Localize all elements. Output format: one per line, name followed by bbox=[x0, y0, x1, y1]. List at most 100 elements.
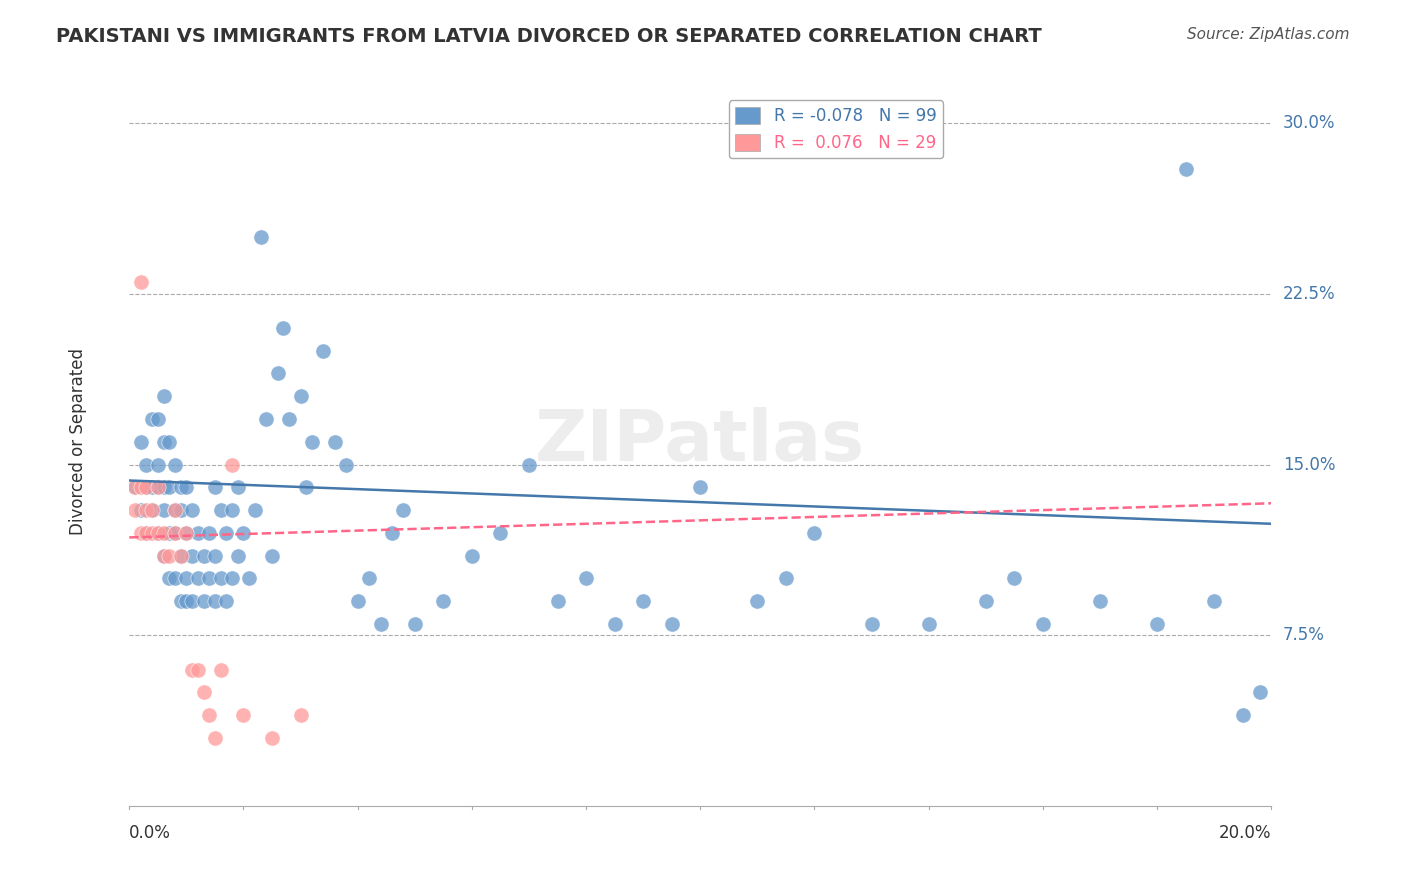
Point bbox=[215, 525, 238, 540]
Point bbox=[221, 503, 243, 517]
Point bbox=[152, 503, 174, 517]
Point bbox=[1146, 617, 1168, 632]
Point bbox=[193, 685, 215, 699]
Point bbox=[163, 525, 186, 540]
Point bbox=[141, 480, 163, 494]
Point bbox=[152, 434, 174, 449]
Point bbox=[370, 617, 392, 632]
Point bbox=[775, 571, 797, 585]
Legend: R = -0.078   N = 99, R =  0.076   N = 29: R = -0.078 N = 99, R = 0.076 N = 29 bbox=[728, 100, 943, 159]
Point bbox=[461, 549, 484, 563]
Point bbox=[146, 458, 169, 472]
Point bbox=[198, 708, 221, 723]
Point bbox=[146, 412, 169, 426]
Point bbox=[169, 480, 191, 494]
Point bbox=[157, 480, 180, 494]
Point bbox=[260, 731, 283, 745]
Point bbox=[290, 708, 312, 723]
Point bbox=[860, 617, 883, 632]
Point bbox=[226, 480, 249, 494]
Point bbox=[124, 480, 146, 494]
Point bbox=[301, 434, 323, 449]
Point bbox=[747, 594, 769, 608]
Point bbox=[1249, 685, 1271, 699]
Point bbox=[129, 525, 152, 540]
Point bbox=[1204, 594, 1226, 608]
Text: 20.0%: 20.0% bbox=[1219, 824, 1271, 842]
Point bbox=[129, 276, 152, 290]
Text: Source: ZipAtlas.com: Source: ZipAtlas.com bbox=[1187, 27, 1350, 42]
Point bbox=[124, 480, 146, 494]
Point bbox=[198, 571, 221, 585]
Point bbox=[517, 458, 540, 472]
Point bbox=[603, 617, 626, 632]
Point bbox=[278, 412, 301, 426]
Point bbox=[176, 525, 198, 540]
Point bbox=[803, 525, 825, 540]
Text: Divorced or Separated: Divorced or Separated bbox=[69, 348, 87, 535]
Point bbox=[169, 503, 191, 517]
Point bbox=[181, 594, 204, 608]
Point bbox=[238, 571, 260, 585]
Point bbox=[157, 434, 180, 449]
Point bbox=[335, 458, 357, 472]
Point bbox=[181, 549, 204, 563]
Point bbox=[152, 549, 174, 563]
Point bbox=[141, 503, 163, 517]
Text: 30.0%: 30.0% bbox=[1282, 114, 1336, 132]
Point bbox=[135, 480, 157, 494]
Point bbox=[243, 503, 266, 517]
Point bbox=[547, 594, 569, 608]
Point bbox=[176, 571, 198, 585]
Point bbox=[129, 480, 152, 494]
Point bbox=[359, 571, 381, 585]
Text: 0.0%: 0.0% bbox=[129, 824, 172, 842]
Point bbox=[157, 525, 180, 540]
Point bbox=[204, 731, 226, 745]
Point bbox=[176, 594, 198, 608]
Point bbox=[249, 230, 271, 244]
Point bbox=[254, 412, 277, 426]
Point bbox=[198, 525, 221, 540]
Point bbox=[163, 571, 186, 585]
Text: 22.5%: 22.5% bbox=[1282, 285, 1336, 302]
Point bbox=[661, 617, 683, 632]
Point bbox=[193, 594, 215, 608]
Point bbox=[204, 549, 226, 563]
Point bbox=[631, 594, 654, 608]
Point bbox=[221, 571, 243, 585]
Point bbox=[152, 549, 174, 563]
Point bbox=[146, 525, 169, 540]
Point bbox=[1232, 708, 1254, 723]
Point bbox=[260, 549, 283, 563]
Point bbox=[193, 549, 215, 563]
Point bbox=[152, 525, 174, 540]
Point bbox=[215, 594, 238, 608]
Point bbox=[141, 525, 163, 540]
Point bbox=[163, 503, 186, 517]
Point bbox=[152, 389, 174, 403]
Point bbox=[181, 503, 204, 517]
Point bbox=[917, 617, 939, 632]
Point bbox=[146, 525, 169, 540]
Point bbox=[152, 480, 174, 494]
Point bbox=[163, 503, 186, 517]
Point bbox=[346, 594, 368, 608]
Point bbox=[381, 525, 404, 540]
Point bbox=[290, 389, 312, 403]
Point bbox=[232, 525, 254, 540]
Point bbox=[1088, 594, 1111, 608]
Point bbox=[157, 571, 180, 585]
Point bbox=[141, 412, 163, 426]
Text: ZIPatlas: ZIPatlas bbox=[536, 408, 865, 476]
Point bbox=[129, 434, 152, 449]
Point bbox=[974, 594, 997, 608]
Point bbox=[232, 708, 254, 723]
Point bbox=[295, 480, 318, 494]
Point bbox=[1032, 617, 1054, 632]
Point bbox=[169, 549, 191, 563]
Point bbox=[689, 480, 711, 494]
Point bbox=[141, 503, 163, 517]
Point bbox=[204, 594, 226, 608]
Point bbox=[432, 594, 454, 608]
